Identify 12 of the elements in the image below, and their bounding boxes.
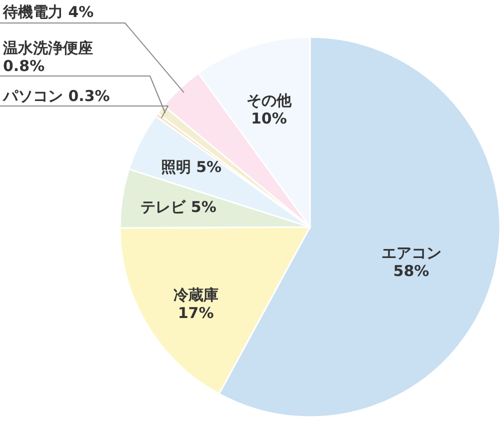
slice-label: 待機電力 4% bbox=[2, 3, 94, 21]
slice-label: テレビ 5% bbox=[140, 198, 216, 216]
slice-label: その他 bbox=[246, 91, 292, 110]
slice-label: 照明 5% bbox=[160, 158, 222, 176]
slice-label: 冷蔵庫 bbox=[173, 286, 218, 304]
data-label: 58% bbox=[393, 262, 430, 280]
data-label: 0.8% bbox=[3, 57, 45, 75]
data-label: 10% bbox=[250, 109, 287, 128]
slice-label: 温水洗浄便座 bbox=[2, 39, 93, 57]
slice-label: パソコン 0.3% bbox=[2, 87, 110, 105]
slice-label: エアコン bbox=[381, 244, 442, 262]
data-label: 17% bbox=[178, 304, 214, 322]
